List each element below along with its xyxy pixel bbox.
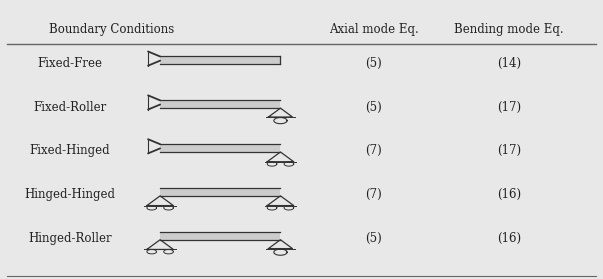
Bar bbox=[160, 144, 280, 152]
Text: (5): (5) bbox=[365, 232, 382, 245]
Bar bbox=[160, 232, 280, 240]
Text: (17): (17) bbox=[497, 144, 521, 157]
Text: (5): (5) bbox=[365, 57, 382, 70]
Text: (5): (5) bbox=[365, 100, 382, 114]
Text: Axial mode Eq.: Axial mode Eq. bbox=[329, 23, 418, 36]
Text: (14): (14) bbox=[497, 57, 521, 70]
Text: Fixed-Hinged: Fixed-Hinged bbox=[30, 144, 110, 157]
Bar bbox=[160, 188, 280, 196]
Bar bbox=[160, 56, 280, 64]
Text: (16): (16) bbox=[497, 188, 521, 201]
Text: (16): (16) bbox=[497, 232, 521, 245]
Text: Bending mode Eq.: Bending mode Eq. bbox=[454, 23, 564, 36]
Bar bbox=[160, 100, 280, 108]
Text: (7): (7) bbox=[365, 188, 382, 201]
Text: Boundary Conditions: Boundary Conditions bbox=[49, 23, 175, 36]
Text: (17): (17) bbox=[497, 100, 521, 114]
Text: Fixed-Free: Fixed-Free bbox=[37, 57, 103, 70]
Text: Fixed-Roller: Fixed-Roller bbox=[33, 100, 107, 114]
Text: Hinged-Roller: Hinged-Roller bbox=[28, 232, 112, 245]
Text: (7): (7) bbox=[365, 144, 382, 157]
Text: Hinged-Hinged: Hinged-Hinged bbox=[24, 188, 115, 201]
